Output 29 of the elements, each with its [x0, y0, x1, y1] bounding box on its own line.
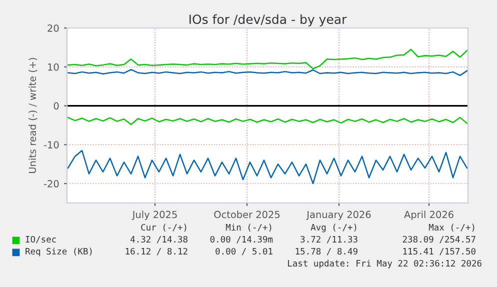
line-series: [67, 150, 468, 184]
text: 0.00 /14.39m: [210, 236, 273, 244]
x-tick-label: January 2026: [306, 210, 371, 220]
y-tick-label: 10: [48, 63, 59, 71]
x-tick-label: July 2025: [132, 210, 177, 220]
text: Last update: Fri May 22 02:36:12 2026: [288, 260, 482, 268]
line-series: [67, 116, 468, 126]
text: Avg (-/+): [310, 224, 356, 232]
text: Min (-/+): [226, 224, 272, 232]
text: 0.00 / 5.01: [216, 248, 272, 256]
y-tick-label: 0: [54, 102, 59, 110]
text: Cur (-/+): [141, 224, 186, 232]
text: 4.32 /14.38: [130, 236, 188, 244]
y-axis-title: Units read (-) / write (+): [28, 58, 38, 174]
y-tick-label: -10: [44, 141, 59, 148]
x-tick-label: April 2026: [404, 210, 454, 220]
text: 238.09 /254.57: [402, 236, 476, 244]
x-tick-label: October 2025: [214, 210, 280, 218]
legend-label: IO/sec: [26, 236, 56, 244]
text: 3.72 /11.33: [300, 236, 358, 244]
chart-title: IOs for /dev/sda - by year: [190, 14, 347, 26]
y-tick-label: 20: [48, 24, 59, 32]
y-tick-label: -20: [44, 180, 59, 188]
text: 16.12 / 8.12: [126, 248, 188, 256]
legend-label: Req Size (KB): [26, 248, 92, 256]
text: 15.78 / 8.49: [296, 248, 358, 256]
line-series: [67, 48, 468, 70]
text: 115.41 /157.50: [403, 248, 476, 256]
text: Max (-/+): [428, 224, 474, 232]
